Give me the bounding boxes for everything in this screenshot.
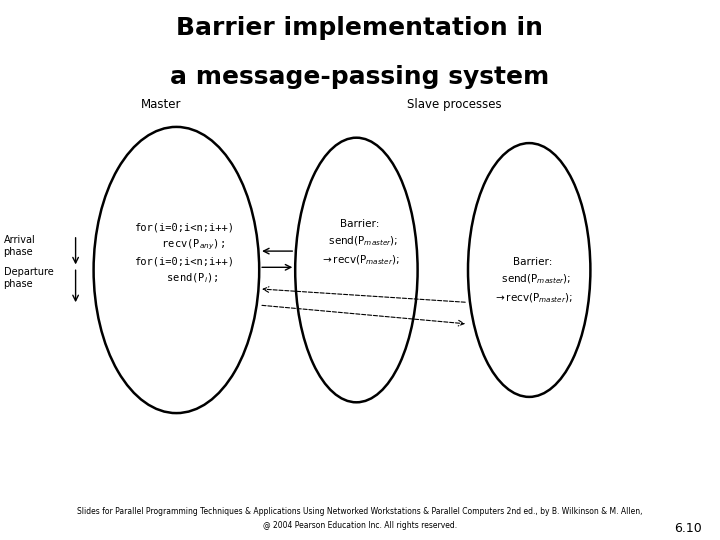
- Text: Arrival
phase: Arrival phase: [4, 235, 35, 256]
- Text: Master: Master: [140, 98, 181, 111]
- Text: Barrier implementation in: Barrier implementation in: [176, 16, 544, 40]
- Text: 6.10: 6.10: [674, 522, 702, 535]
- Text: @ 2004 Pearson Education Inc. All rights reserved.: @ 2004 Pearson Education Inc. All rights…: [263, 521, 457, 530]
- Text: Barrier:
  send(P$_{master}$);
$\rightarrow$recv(P$_{master}$);: Barrier: send(P$_{master}$); $\rightarro…: [492, 257, 573, 305]
- Text: Slides for Parallel Programming Techniques & Applications Using Networked Workst: Slides for Parallel Programming Techniqu…: [77, 507, 643, 516]
- Text: Slave processes: Slave processes: [407, 98, 501, 111]
- Text: Barrier:
  send(P$_{master}$);
$\rightarrow$recv(P$_{master}$);: Barrier: send(P$_{master}$); $\rightarro…: [320, 219, 400, 267]
- Text: a message-passing system: a message-passing system: [171, 65, 549, 89]
- Text: for(i=0;i<n;i++)
   recv(P$_{any}$);
for(i=0;i<n;i++)
   send(P$_{i}$);: for(i=0;i<n;i++) recv(P$_{any}$); for(i=…: [134, 222, 233, 285]
- Text: Departure
phase: Departure phase: [4, 267, 53, 289]
